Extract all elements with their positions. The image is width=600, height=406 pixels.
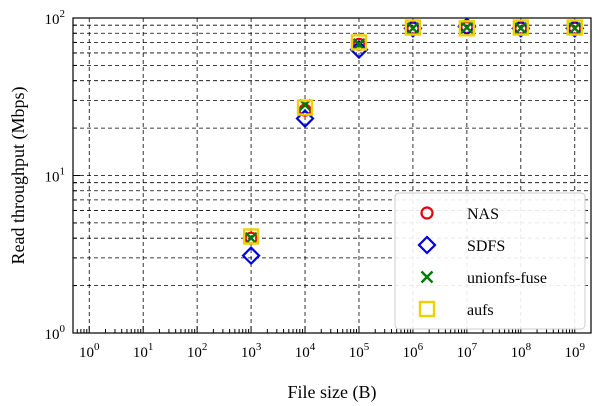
tick-exponent: 1 — [148, 341, 154, 353]
series-aufs — [242, 19, 583, 245]
x-axis-label: File size (B) — [288, 382, 377, 403]
data-point — [458, 20, 476, 37]
legend: NAS SDFS unionfs-fuse aufs — [394, 192, 586, 330]
tick-base: 10 — [241, 345, 256, 361]
data-point — [295, 108, 315, 129]
data-point — [514, 21, 528, 35]
tick-exponent: 3 — [256, 341, 262, 353]
x-tick-label: 105 — [349, 341, 370, 361]
y-axis-label: Read throughput (Mbps) — [8, 87, 29, 265]
tick-exponent: 5 — [364, 341, 370, 353]
tick-base: 10 — [403, 345, 418, 361]
data-point — [244, 231, 258, 245]
tick-base: 10 — [187, 345, 202, 361]
y-tick-label: 100 — [45, 323, 66, 343]
x-tick-label: 102 — [187, 341, 208, 361]
data-point — [350, 34, 368, 51]
legend-marker — [418, 300, 436, 318]
legend-box — [394, 192, 586, 330]
tick-exponent: 9 — [580, 341, 586, 353]
data-point — [406, 21, 420, 35]
data-point — [296, 99, 314, 116]
data-point — [241, 246, 261, 266]
tick-base: 10 — [295, 345, 310, 361]
data-points — [241, 17, 585, 266]
data-point — [565, 18, 585, 38]
data-point — [460, 21, 474, 34]
tick-exponent: 1 — [60, 166, 66, 178]
data-point — [349, 40, 369, 60]
data-point — [512, 19, 530, 36]
x-tick-label: 108 — [511, 341, 532, 361]
legend-marker — [420, 206, 434, 220]
x-tick-label: 107 — [457, 341, 478, 361]
tick-base: 10 — [457, 345, 472, 361]
tick-base: 10 — [133, 345, 148, 361]
tick-exponent: 7 — [472, 341, 478, 353]
tick-base: 10 — [511, 345, 526, 361]
legend-item: NAS — [420, 206, 499, 223]
x-tick-label: 106 — [403, 341, 424, 361]
legend-label: SDFS — [467, 238, 505, 255]
tick-exponent: 0 — [94, 341, 100, 353]
tick-exponent: 8 — [526, 341, 532, 353]
data-point — [404, 19, 422, 36]
tick-exponent: 2 — [60, 8, 66, 20]
y-tick-label: 101 — [45, 166, 66, 186]
tick-base: 10 — [45, 170, 60, 186]
tick-exponent: 0 — [60, 323, 66, 335]
tick-base: 10 — [79, 345, 94, 361]
tick-base: 10 — [45, 327, 60, 343]
data-point — [403, 18, 423, 38]
tick-exponent: 2 — [202, 341, 208, 353]
tick-base: 10 — [565, 345, 580, 361]
legend-item: unionfs-fuse — [420, 270, 547, 287]
y-tick-label: 102 — [45, 8, 66, 28]
data-point — [568, 21, 582, 35]
tick-base: 10 — [349, 345, 364, 361]
data-point — [566, 19, 583, 36]
x-tick-label: 101 — [133, 341, 154, 361]
legend-item: SDFS — [417, 235, 505, 255]
x-tick-label: 103 — [241, 341, 262, 361]
x-tick-label: 109 — [565, 341, 586, 361]
data-point — [511, 18, 531, 38]
legend-label: NAS — [467, 206, 499, 223]
tick-base: 10 — [45, 12, 60, 28]
legend-marker — [417, 235, 437, 255]
x-tick-label: 100 — [79, 341, 100, 361]
legend-item: aufs — [418, 300, 494, 319]
legend-label: unionfs-fuse — [467, 270, 547, 287]
data-point — [242, 228, 260, 245]
tick-exponent: 4 — [310, 341, 316, 353]
legend-marker — [420, 270, 434, 284]
legend-label: aufs — [467, 302, 494, 319]
tick-exponent: 6 — [418, 341, 424, 353]
data-point — [352, 38, 366, 51]
x-tick-label: 104 — [295, 341, 316, 361]
